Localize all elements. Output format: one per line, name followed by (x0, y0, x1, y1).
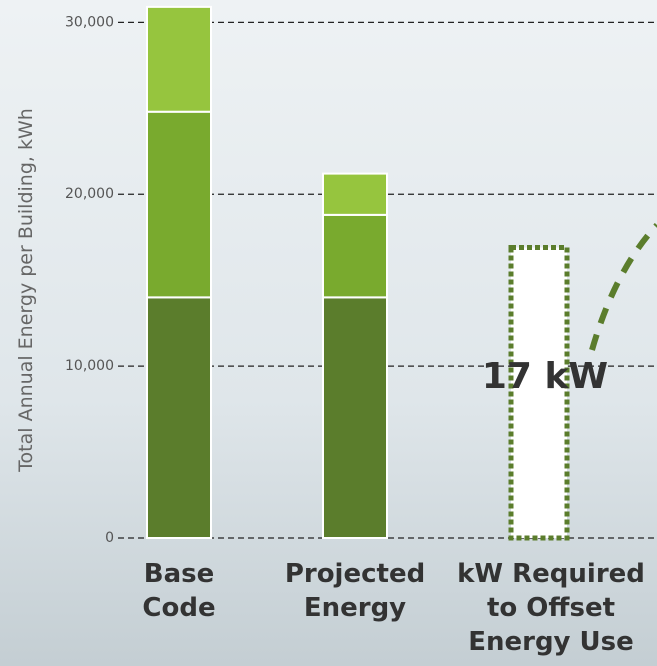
x-tick-label: to Offset (487, 593, 615, 623)
y-tick-label: 20,000 (65, 186, 114, 202)
y-axis-label: Total Annual Energy per Building, kWh (15, 108, 37, 473)
bar-segment (146, 110, 212, 299)
y-tick-label: 0 (105, 530, 114, 546)
x-tick-label: Energy Use (468, 627, 634, 657)
x-tick-label: Code (142, 593, 215, 623)
grid: 0 10,000 20,000 30,000 (65, 14, 657, 546)
bar-segment (322, 213, 388, 299)
y-tick-label: 10,000 (65, 358, 114, 374)
bar-segment (146, 5, 212, 113)
bars (146, 5, 570, 541)
y-tick-label: 30,000 (65, 14, 114, 30)
x-tick-label: kW Required (457, 559, 645, 589)
x-tick-label: Energy (304, 593, 406, 623)
bar-segment (322, 172, 388, 216)
x-tick-label: Projected (285, 559, 425, 589)
offset-bar (508, 245, 570, 541)
annotation: 17 kW (482, 356, 608, 397)
x-tick-label: Base (144, 559, 214, 589)
bar-segment (146, 296, 212, 539)
bar-segment (322, 296, 388, 539)
